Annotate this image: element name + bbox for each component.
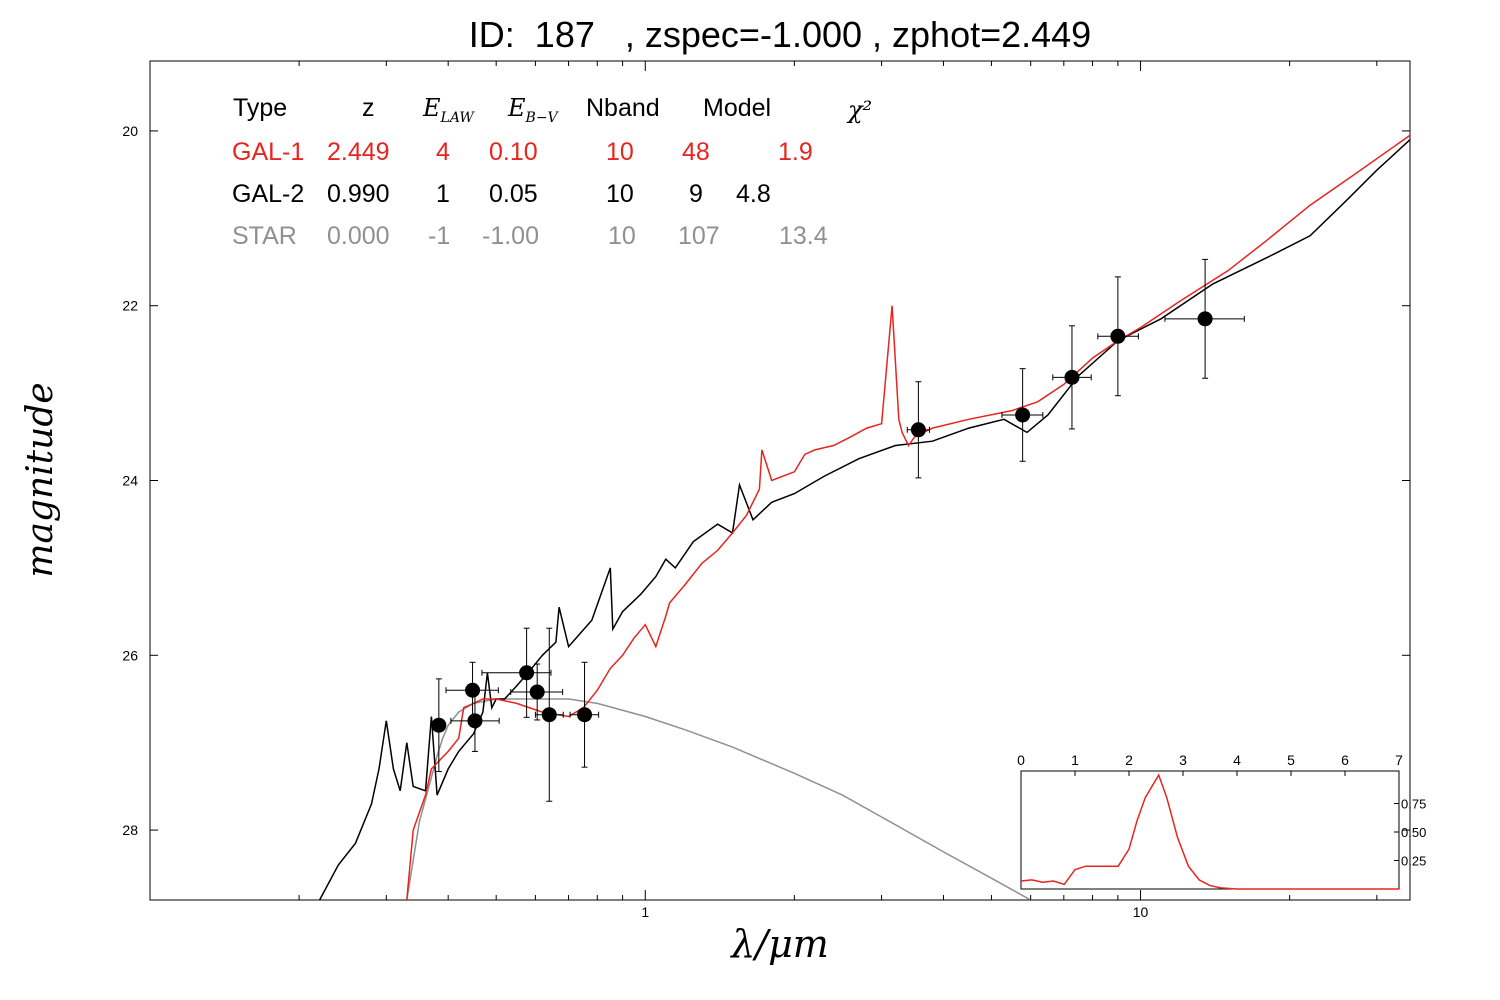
data-point-marker <box>1110 328 1126 344</box>
data-point-marker <box>577 707 593 723</box>
data-point-11 <box>1164 258 1245 379</box>
inset-x-tick-label: 3 <box>1179 752 1187 768</box>
x-tick-label: 10 <box>1133 904 1149 920</box>
legend-header-elaw: ELAW <box>423 94 474 126</box>
data-point-marker <box>541 707 557 723</box>
data-point-10 <box>1097 276 1139 397</box>
legend-row-gal1-z: 2.449 <box>327 138 390 166</box>
data-point-2 <box>450 689 500 752</box>
legend-row-star-chi2: 13.4 <box>779 222 828 250</box>
legend-row-gal2-z: 0.990 <box>327 180 390 208</box>
pdz-inset: 0 1 2 3 4 5 6 7 0.25 0.50 0.75 <box>1017 752 1426 890</box>
data-point-marker <box>519 665 535 681</box>
legend-row-star-type: STAR <box>232 222 297 250</box>
legend-row-star-model: 107 <box>678 222 720 250</box>
legend-row-gal1-nband: 10 <box>606 138 634 166</box>
legend-row-gal2-elaw: 1 <box>436 180 450 208</box>
gal2-series-layer <box>318 139 1410 900</box>
inset-x-tick-label: 4 <box>1233 752 1241 768</box>
inset-y-tick-label: 0.25 <box>1401 854 1426 869</box>
legend-header-elaw-sub: LAW <box>440 109 474 126</box>
inset-x-tick-label: 0 <box>1017 752 1025 768</box>
data-point-marker <box>910 422 926 438</box>
legend-header-chi2: χ² <box>848 96 873 124</box>
y-tick-label: 24 <box>122 473 138 489</box>
legend-row-star-elaw: -1 <box>428 222 451 250</box>
data-point-marker <box>1064 369 1080 385</box>
legend-header-ebv: EB−V <box>508 94 558 126</box>
inset-x-tick-label: 2 <box>1125 752 1133 768</box>
inset-y-tick-label: 0.75 <box>1401 797 1426 812</box>
legend-row-gal2-ebv: 0.05 <box>489 180 538 208</box>
data-point-marker <box>467 713 483 729</box>
legend-row-star-z: 0.000 <box>327 222 390 250</box>
legend-header-model: Model <box>703 94 772 122</box>
data-point-6 <box>569 661 600 768</box>
legend-row-gal2-chi2: 4.8 <box>736 180 771 208</box>
legend-row-gal1-chi2: 1.9 <box>778 138 813 166</box>
data-point-7 <box>906 381 931 479</box>
y-tick-label: 22 <box>122 298 138 314</box>
photometry-points-layer <box>431 258 1245 802</box>
inset-axes: 0 1 2 3 4 5 6 7 0.25 0.50 0.75 <box>1017 752 1426 869</box>
data-point-marker <box>1197 311 1213 327</box>
legend-row-gal1-type: GAL-1 <box>232 138 305 166</box>
data-point-marker <box>1015 407 1031 423</box>
data-point-8 <box>1001 368 1044 462</box>
y-tick-label: 20 <box>122 123 138 139</box>
legend-row-gal2-type: GAL-2 <box>232 180 305 208</box>
series-line-gal-2 <box>318 139 1410 900</box>
legend-row-gal1-model: 48 <box>682 138 710 166</box>
inset-pdz-line <box>1020 773 1399 890</box>
data-point-9 <box>1052 325 1092 430</box>
legend-row-star-ebv: -1.00 <box>482 222 539 250</box>
inset-x-tick-label: 1 <box>1071 752 1079 768</box>
data-point-marker <box>431 717 447 733</box>
series-line-star <box>406 698 1032 900</box>
legend-row-star-nband: 10 <box>608 222 636 250</box>
x-axis-label: λ/μm <box>729 922 829 966</box>
legend-header-type: Type <box>233 94 288 122</box>
legend-header-z: z <box>362 94 375 122</box>
chart-title: ID: 187 , zspec=-1.000 , zphot=2.449 <box>468 14 1092 55</box>
legend-header-nband: Nband <box>586 94 660 122</box>
inset-pdz-curve <box>1020 773 1399 890</box>
star-series-layer <box>406 698 1032 900</box>
legend-row-gal1-elaw: 4 <box>436 138 450 166</box>
data-point-3 <box>481 627 552 718</box>
legend-row-gal1-ebv: 0.10 <box>489 138 538 166</box>
legend-row-gal2-nband: 10 <box>606 180 634 208</box>
y-tick-label: 28 <box>122 822 138 838</box>
data-point-marker <box>529 684 545 700</box>
gal1-series-layer <box>406 134 1410 900</box>
data-point-5 <box>534 627 564 802</box>
inset-y-tick-label: 0.50 <box>1401 825 1426 840</box>
inset-x-tick-label: 6 <box>1341 752 1349 768</box>
inset-x-tick-label: 5 <box>1287 752 1295 768</box>
data-point-4 <box>510 663 564 721</box>
inset-frame <box>1020 770 1400 890</box>
legend-row-gal2-model: 9 <box>689 180 703 208</box>
y-tick-label: 26 <box>122 647 138 663</box>
x-tick-label: 1 <box>641 904 649 920</box>
legend-header-ebv-sub: B−V <box>525 109 558 126</box>
inset-x-tick-label: 7 <box>1395 752 1403 768</box>
y-axis-label: magnitude <box>20 382 61 577</box>
data-point-0 <box>431 678 447 773</box>
series-line-gal-1 <box>406 134 1410 900</box>
